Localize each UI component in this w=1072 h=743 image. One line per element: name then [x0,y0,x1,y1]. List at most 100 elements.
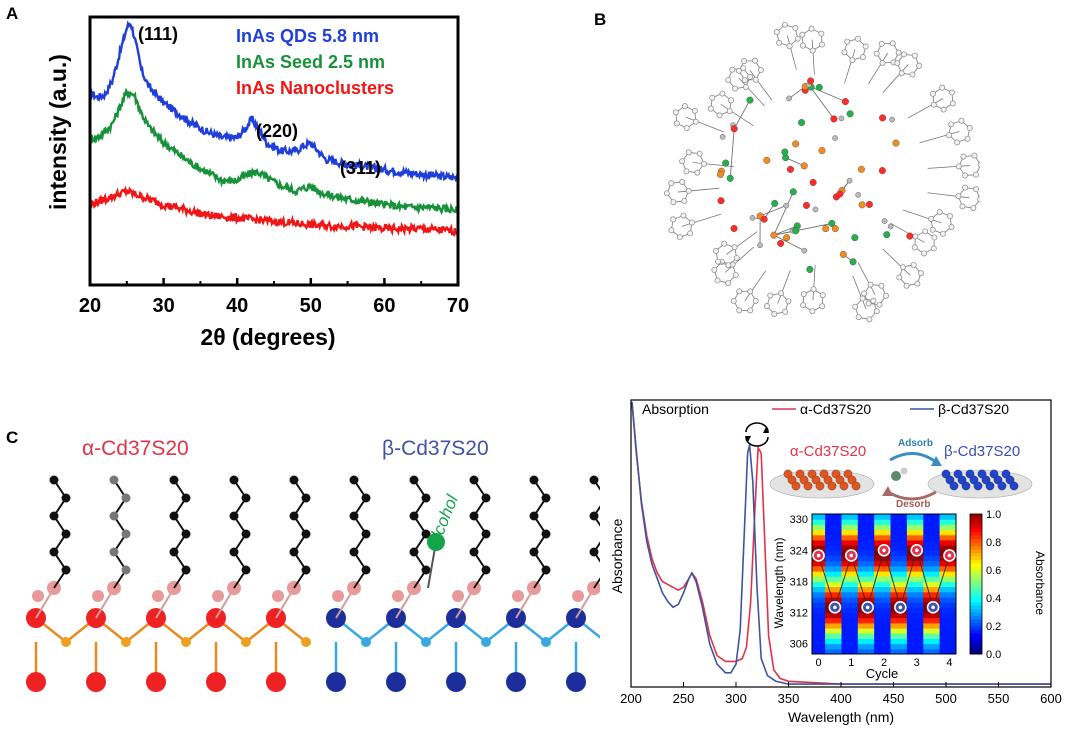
b-carbon-atom [939,230,946,237]
b-atom [878,167,886,175]
b-carbon-atom [854,35,861,42]
heat-cell [812,534,816,541]
b-carbon-atom [977,161,980,168]
heat-y-tick-label-4: 330 [790,514,808,526]
heat-cell [906,545,911,551]
heat-cell [821,586,826,593]
heat-cell [828,545,833,551]
b-carbon-atom [670,216,677,223]
heat-cell [844,633,849,639]
heat-cell [916,591,921,598]
heat-cell [821,622,826,629]
heat-cell [848,545,852,551]
b-carbon-atom [685,149,692,156]
heat-cell [877,622,882,629]
heat-cell [861,617,865,624]
heat-cell [828,514,833,520]
abs-x-tick-label-3: 350 [778,691,800,706]
heat-cell [828,633,833,639]
b-atom [763,156,771,164]
b-atom [792,227,800,235]
c-chain-atom [349,547,359,557]
heat-cell [848,576,852,582]
heat-cell [812,545,816,551]
heat-cell [936,581,941,588]
heat-cell [815,519,820,525]
heat-cell [828,529,833,536]
heat-cell [857,534,862,541]
heat-cell [818,602,823,608]
c-surface-atom [452,590,464,602]
heat-cell [815,565,820,572]
heat-cell [897,597,901,603]
heat-cell [929,571,934,577]
heat-cell [834,617,839,624]
heat-cell [923,514,928,520]
heat-cell [821,545,826,551]
heat-cell [910,539,914,546]
heat-cell [880,597,885,603]
heat-cell [874,571,878,577]
heat-cell [926,565,931,572]
heat-cell [923,581,928,588]
heat-cell [942,581,947,588]
xrd-peak-220: (220) [256,121,298,141]
colorbar-frame [969,513,983,655]
heat-cell [867,591,872,598]
heat-cell [854,539,859,546]
heat-cell [893,576,898,582]
heat-cell [815,602,820,608]
heat-cell [929,524,934,531]
heat-cell [893,597,898,603]
heat-cell [890,550,895,556]
abs-x-tick-label-5: 450 [883,691,905,706]
heat-cell [828,617,833,624]
heat-cell [913,602,918,608]
heat-cell [851,514,856,520]
heat-cell [939,565,944,572]
b-carbon-atom [818,30,825,37]
heat-cell [867,586,872,593]
heat-cell [900,529,905,536]
b-atom [730,125,738,133]
heat-cell [893,643,898,650]
heat-cell [923,539,928,546]
heat-cell [857,524,862,531]
heat-cell [854,514,859,520]
heat-cell [854,529,859,536]
heat-cell [818,529,823,536]
heat-cell [890,643,895,650]
c-chain-atom [289,511,299,521]
heat-peak-marker-dot [914,548,919,553]
heat-cell [874,597,878,603]
b-carbon-atom [889,40,896,47]
b-carbon-atom [903,282,910,289]
heat-cell [903,633,908,639]
colorbar-cell [970,563,982,567]
heat-cell [825,633,829,639]
heat-cell [939,638,944,645]
c-chain-atom [61,565,71,575]
b-atom [832,135,838,141]
b-carbon-atom [930,90,936,97]
heat-cell [900,612,905,619]
heat-cell [897,545,901,551]
heat-cell [880,638,885,645]
heat-cell [838,622,842,629]
heat-cell [880,565,885,572]
abs-x-tick-label-0: 200 [620,691,642,706]
heat-cell [893,514,898,520]
heat-cell [864,617,869,624]
heat-cell [890,514,895,520]
heat-cell [923,643,928,650]
heat-cell [884,643,888,650]
heat-cell [867,550,872,556]
heat-cell [848,617,852,624]
heat-cell [952,607,957,613]
heat-cell [952,648,957,655]
heat-cell [923,560,928,567]
heat-cell [870,576,875,582]
heat-cell [812,602,816,608]
heat-cell [913,539,918,546]
c-chain-atom [121,529,131,539]
